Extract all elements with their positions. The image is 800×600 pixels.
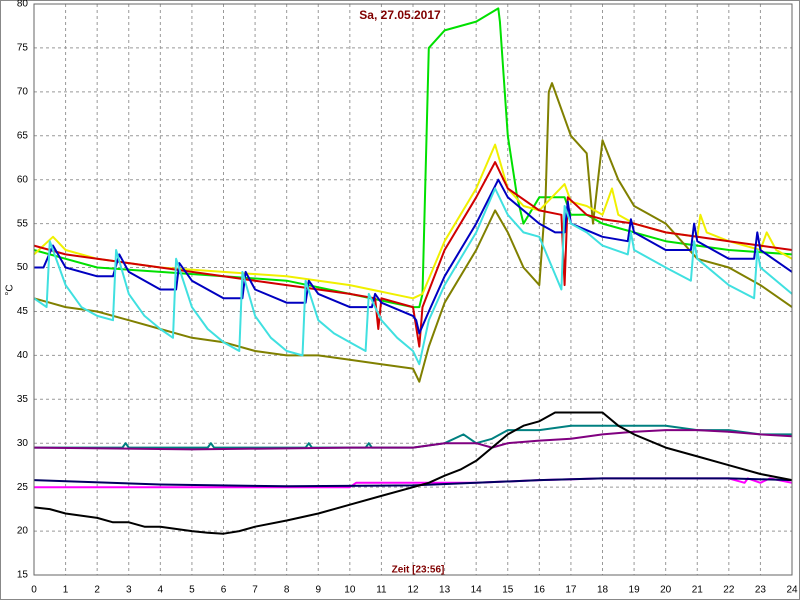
series-line xyxy=(33,411,793,535)
y-tick-label: 45 xyxy=(17,306,29,317)
series-line xyxy=(33,161,793,348)
y-tick-label: 65 xyxy=(17,130,29,141)
x-tick-label: 1 xyxy=(63,585,69,596)
series-line xyxy=(33,429,793,451)
x-axis-label: Zeit [23:56] xyxy=(392,565,445,576)
x-tick-label: 24 xyxy=(786,585,798,596)
y-tick-label: 35 xyxy=(17,394,29,405)
y-tick-label: 60 xyxy=(17,174,29,185)
series-line xyxy=(34,178,793,335)
x-tick-label: 8 xyxy=(284,585,290,596)
x-tick-label: 21 xyxy=(692,585,704,596)
y-tick-label: 55 xyxy=(17,218,29,229)
plot-lines xyxy=(33,7,793,535)
x-tick-label: 6 xyxy=(221,585,227,596)
x-tick-label: 12 xyxy=(407,585,419,596)
y-tick-label: 15 xyxy=(17,570,29,581)
y-tick-label: 80 xyxy=(17,0,29,10)
x-tick-label: 20 xyxy=(660,585,672,596)
x-tick-label: 22 xyxy=(723,585,735,596)
y-tick-label: 30 xyxy=(17,438,29,449)
y-axis-label: °C xyxy=(5,284,16,295)
x-tick-label: 23 xyxy=(755,585,767,596)
x-tick-label: 5 xyxy=(189,585,195,596)
x-tick-label: 15 xyxy=(502,585,514,596)
x-tick-label: 18 xyxy=(597,585,609,596)
series-line xyxy=(33,187,793,366)
chart-title: Sa, 27.05.2017 xyxy=(359,8,441,22)
y-tick-label: 70 xyxy=(17,86,29,97)
x-tick-label: 3 xyxy=(126,585,132,596)
x-tick-label: 4 xyxy=(158,585,164,596)
x-tick-label: 11 xyxy=(376,585,387,596)
x-tick-label: 9 xyxy=(315,585,321,596)
x-tick-label: 17 xyxy=(565,585,577,596)
x-tick-label: 13 xyxy=(439,585,451,596)
plot-border xyxy=(33,3,793,576)
y-tick-label: 25 xyxy=(17,482,29,493)
y-tick-label: 75 xyxy=(17,43,29,54)
x-tick-label: 2 xyxy=(94,585,100,596)
x-tick-label: 16 xyxy=(534,585,546,596)
x-tick-label: 14 xyxy=(471,585,483,596)
series-line xyxy=(33,82,793,383)
x-tick-label: 0 xyxy=(31,585,37,596)
y-tick-label: 40 xyxy=(17,350,29,361)
y-tick-label: 50 xyxy=(17,262,29,273)
y-tick-label: 20 xyxy=(17,526,29,537)
x-tick-label: 19 xyxy=(629,585,641,596)
series-line xyxy=(33,477,793,488)
x-tick-label: 10 xyxy=(344,585,356,596)
x-tick-label: 7 xyxy=(252,585,258,596)
